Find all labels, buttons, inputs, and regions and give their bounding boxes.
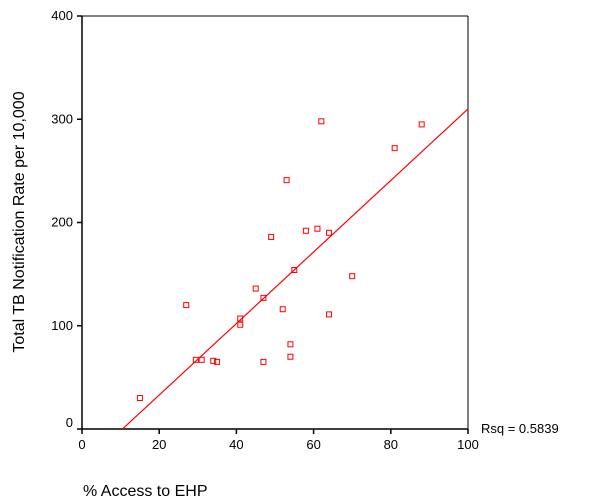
x-tick-label: 0: [78, 437, 85, 452]
y-axis-ticks: 0 100 200 300 400: [51, 8, 82, 430]
data-point: [192, 356, 199, 363]
y-tick-label: 0: [66, 415, 73, 430]
x-tick-label: 80: [384, 437, 398, 452]
data-point: [210, 357, 217, 364]
data-point: [287, 353, 294, 360]
data-point: [183, 302, 190, 309]
x-tick-label: 60: [306, 437, 320, 452]
data-point: [283, 177, 290, 184]
data-point: [237, 321, 244, 328]
data-point: [418, 121, 425, 128]
regression-line: [122, 108, 469, 430]
data-point: [198, 356, 205, 363]
data-point: [279, 306, 286, 313]
data-point: [136, 395, 143, 402]
data-point: [314, 225, 321, 232]
data-point: [252, 285, 259, 292]
data-point: [287, 341, 294, 348]
y-tick-label: 100: [51, 318, 73, 333]
y-axis-label: Total TB Notification Rate per 10,000: [11, 91, 28, 352]
rsq-annotation: Rsq = 0.5839: [481, 421, 559, 436]
data-point: [349, 273, 356, 280]
data-point: [268, 233, 275, 240]
x-tick-label: 100: [457, 437, 479, 452]
x-tick-label: 40: [229, 437, 243, 452]
data-point: [318, 118, 325, 125]
data-points: [136, 118, 425, 402]
data-point: [326, 311, 333, 318]
x-tick-label: 20: [152, 437, 166, 452]
data-point: [237, 315, 244, 322]
plot-frame: [81, 15, 469, 430]
data-point: [214, 358, 221, 365]
data-point: [326, 229, 333, 236]
data-point: [302, 227, 309, 234]
data-point: [391, 145, 398, 152]
fit-line-group: [122, 108, 469, 430]
y-tick-label: 400: [51, 8, 73, 23]
y-tick-label: 200: [51, 215, 73, 230]
x-axis-ticks: 0 20 40 60 80 100: [78, 429, 479, 452]
data-point: [260, 294, 267, 301]
data-point: [260, 358, 267, 365]
x-axis-label: % Access to EHP: [83, 483, 208, 500]
data-point: [291, 266, 298, 273]
y-tick-label: 300: [51, 111, 73, 126]
